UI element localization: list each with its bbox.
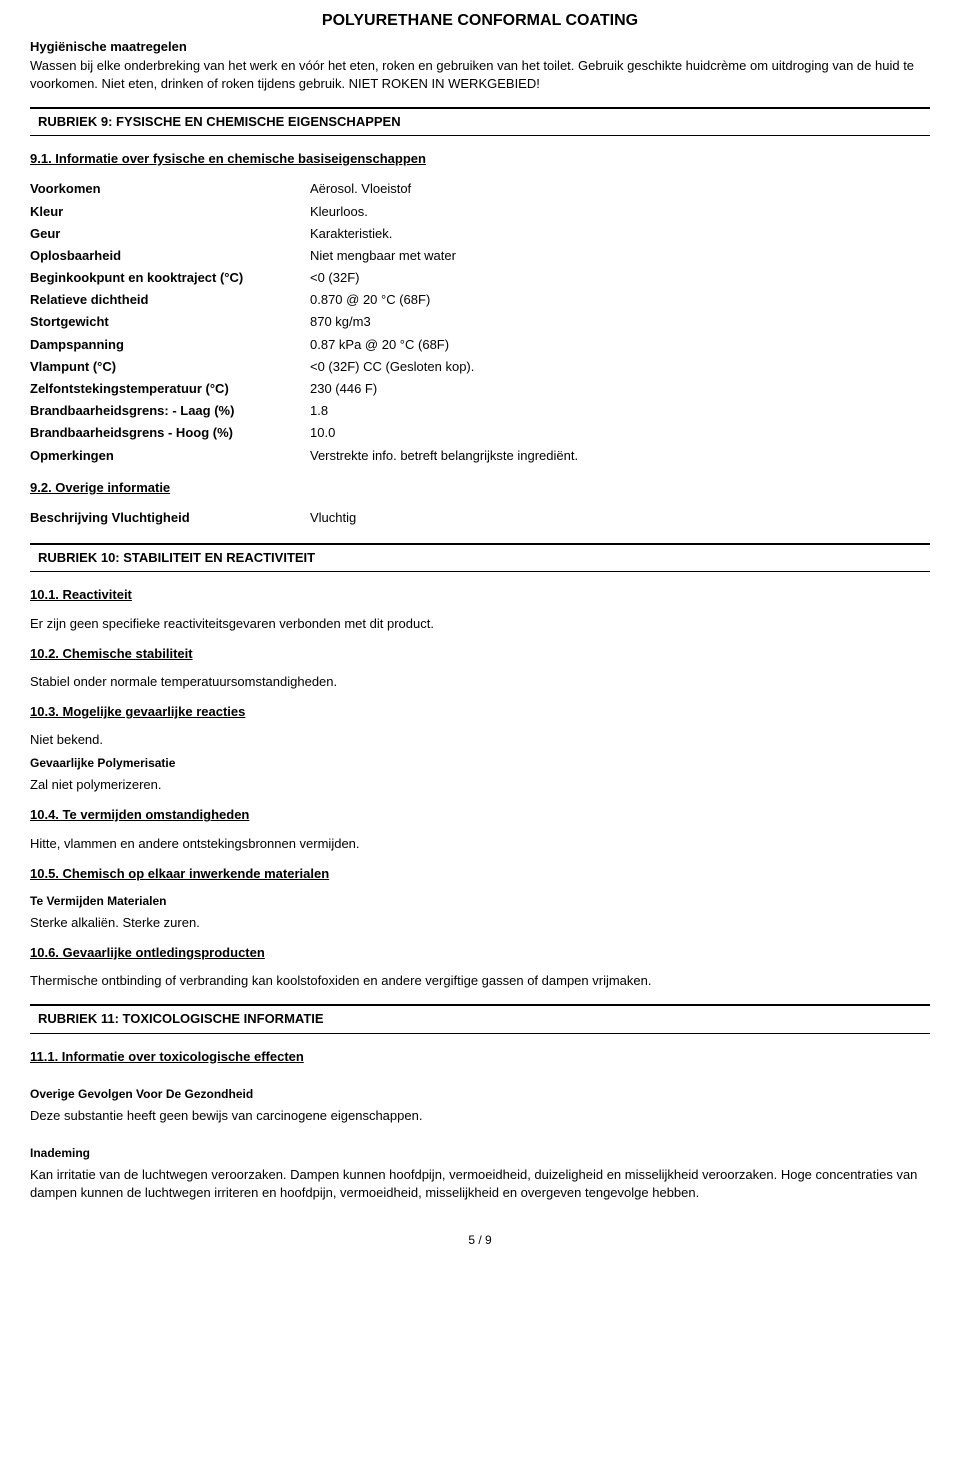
section-10-5-heading: 10.5. Chemisch op elkaar inwerkende mate… [30,865,930,883]
hygiene-text: Wassen bij elke onderbreking van het wer… [30,57,930,93]
prop-label: Brandbaarheidsgrens: - Laag (%) [30,400,310,422]
prop-value: Karakteristiek. [310,223,930,245]
volatility-value: Vluchtig [310,507,930,529]
prop-value: 870 kg/m3 [310,311,930,333]
section-10-2-text: Stabiel onder normale temperatuursomstan… [30,673,930,691]
prop-value: 0.870 @ 20 °C (68F) [310,289,930,311]
prop-label: Opmerkingen [30,445,310,467]
section-10-4-text: Hitte, vlammen en andere ontstekingsbron… [30,835,930,853]
prop-label: Oplosbaarheid [30,245,310,267]
prop-value: 230 (446 F) [310,378,930,400]
prop-label: Vlampunt (°C) [30,356,310,378]
volatility-row: Beschrijving Vluchtigheid Vluchtig [30,507,930,529]
prop-value: Verstrekte info. betreft belangrijkste i… [310,445,930,467]
section-10-6-text: Thermische ontbinding of verbranding kan… [30,972,930,990]
section-11-1-heading: 11.1. Informatie over toxicologische eff… [30,1048,930,1066]
inhalation-text: Kan irritatie van de luchtwegen veroorza… [30,1166,930,1202]
section-10-6-heading: 10.6. Gevaarlijke ontledingsproducten [30,944,930,962]
prop-label: Beginkookpunt en kooktraject (°C) [30,267,310,289]
prop-value: <0 (32F) [310,267,930,289]
inhalation-label: Inademing [30,1145,930,1162]
prop-value: 0.87 kPa @ 20 °C (68F) [310,334,930,356]
section-11-header: RUBRIEK 11: TOXICOLOGISCHE INFORMATIE [30,1004,930,1033]
section-9-1-heading: 9.1. Informatie over fysische en chemisc… [30,150,930,168]
prop-label: Zelfontstekingstemperatuur (°C) [30,378,310,400]
prop-value: 10.0 [310,422,930,444]
section-10-2-heading: 10.2. Chemische stabiliteit [30,645,930,663]
prop-value: Kleurloos. [310,201,930,223]
prop-label: Brandbaarheidsgrens - Hoog (%) [30,422,310,444]
page-footer: 5 / 9 [30,1232,930,1249]
health-effects-label: Overige Gevolgen Voor De Gezondheid [30,1086,930,1103]
polymerisation-text: Zal niet polymerizeren. [30,776,930,794]
prop-label: Kleur [30,201,310,223]
prop-value: Niet mengbaar met water [310,245,930,267]
hygiene-label: Hygiënische maatregelen [30,38,930,56]
polymerisation-label: Gevaarlijke Polymerisatie [30,755,930,772]
prop-label: Voorkomen [30,178,310,200]
prop-label: Geur [30,223,310,245]
document-title: POLYURETHANE CONFORMAL COATING [30,10,930,32]
section-10-header: RUBRIEK 10: STABILITEIT EN REACTIVITEIT [30,543,930,572]
prop-label: Relatieve dichtheid [30,289,310,311]
section-10-4-heading: 10.4. Te vermijden omstandigheden [30,806,930,824]
prop-label: Stortgewicht [30,311,310,333]
properties-table: VoorkomenAërosol. Vloeistof KleurKleurlo… [30,178,930,466]
prop-label: Dampspanning [30,334,310,356]
section-10-3-text: Niet bekend. [30,731,930,749]
avoid-materials-label: Te Vermijden Materialen [30,893,930,910]
volatility-label: Beschrijving Vluchtigheid [30,507,310,529]
avoid-materials-text: Sterke alkaliën. Sterke zuren. [30,914,930,932]
prop-value: 1.8 [310,400,930,422]
section-9-2-heading: 9.2. Overige informatie [30,479,930,497]
section-10-1-heading: 10.1. Reactiviteit [30,586,930,604]
section-10-1-text: Er zijn geen specifieke reactiviteitsgev… [30,615,930,633]
prop-value: <0 (32F) CC (Gesloten kop). [310,356,930,378]
health-effects-text: Deze substantie heeft geen bewijs van ca… [30,1107,930,1125]
prop-value: Aërosol. Vloeistof [310,178,930,200]
section-10-3-heading: 10.3. Mogelijke gevaarlijke reacties [30,703,930,721]
section-9-header: RUBRIEK 9: FYSISCHE EN CHEMISCHE EIGENSC… [30,107,930,136]
